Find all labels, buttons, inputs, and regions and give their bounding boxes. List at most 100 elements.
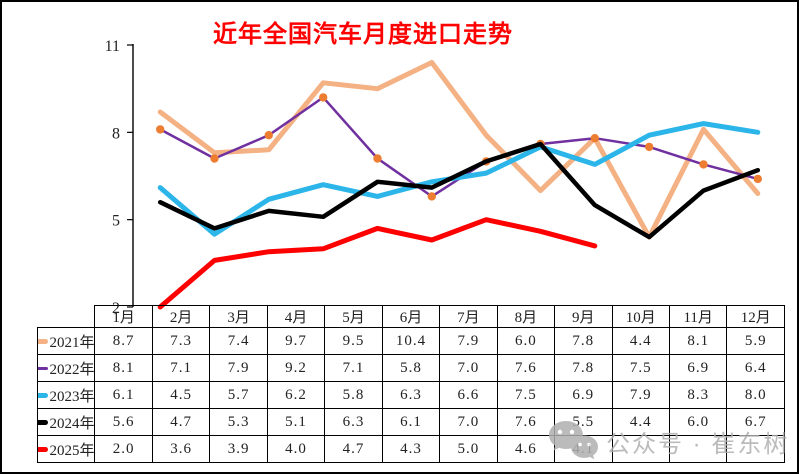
- chart-title: 近年全国汽车月度进口走势: [213, 21, 513, 48]
- table-cell: 7.9: [439, 327, 498, 355]
- month-header: 5月: [324, 305, 383, 328]
- legend-key-2022年: [38, 366, 49, 370]
- y-axis-label: 5: [112, 213, 120, 230]
- table-cell: 6.3: [381, 381, 441, 409]
- series-marker-2022年: [210, 154, 219, 163]
- table-cell: 6.7: [726, 408, 785, 436]
- legend-label: 2021年: [49, 334, 95, 351]
- month-header: 6月: [381, 305, 441, 328]
- series-line-2023年: [157, 121, 761, 237]
- table-cell: 8.1: [94, 354, 153, 382]
- series-marker-2022年: [590, 134, 599, 143]
- table-cell: 4.4: [611, 408, 670, 436]
- table-cell: 6.1: [94, 381, 153, 409]
- legend-label: 2022年: [49, 361, 95, 378]
- series-line-2025年: [157, 217, 598, 310]
- legend-key-2024年: [38, 419, 49, 425]
- table-cell: 7.0: [439, 408, 498, 436]
- table-row-2025年: 2025年 2.0 3.6 3.9 4.0 4.7 4.3 5.0 4.6 4.1: [36, 435, 785, 463]
- data-table: 1月 2月 3月 4月 5月 6月 7月 8月 9月 10月 11月 12月 2021年 8.7 7.3 7.…: [36, 305, 785, 463]
- month-header: 12月: [726, 305, 785, 328]
- legend-cell: 2021年: [36, 327, 96, 355]
- table-cell: [726, 435, 785, 463]
- month-header: 11月: [668, 305, 728, 328]
- table-cell: 6.9: [668, 354, 728, 382]
- table-cell: 4.5: [151, 381, 211, 409]
- table-cell: 4.0: [266, 435, 326, 463]
- table-cell: 4.4: [611, 327, 670, 355]
- table-cell: [611, 435, 670, 463]
- table-cell: 7.1: [151, 354, 211, 382]
- series-marker-2022年: [699, 160, 708, 169]
- table-cell: 7.5: [496, 381, 556, 409]
- table-cell: 2.0: [94, 435, 153, 463]
- table-cell: 6.0: [668, 408, 728, 436]
- series-line-2024年: [157, 141, 761, 240]
- legend-cell: 2025年: [36, 435, 96, 463]
- table-cell: 7.5: [611, 354, 670, 382]
- series-marker-2022年: [427, 192, 436, 201]
- table-cell: 7.3: [151, 327, 211, 355]
- table-cell: 6.4: [726, 354, 785, 382]
- table-cell: 7.4: [209, 327, 268, 355]
- table-cell: 8.3: [668, 381, 728, 409]
- table-cell: 5.5: [554, 408, 613, 436]
- series-marker-2022年: [753, 174, 762, 184]
- table-row-2022年: 2022年 8.1 7.1 7.9 9.2 7.1 5.8 7.0 7.6 7.8 7.5 6.9 6.…: [36, 354, 785, 382]
- table-cell: 4.7: [151, 408, 211, 436]
- table-cell: 10.4: [381, 327, 441, 355]
- series-marker-2022年: [645, 142, 654, 152]
- legend-key-2025年: [38, 446, 49, 452]
- legend-key-2023年: [38, 392, 49, 398]
- table-cell: 3.6: [151, 435, 211, 463]
- table-header-row: 1月 2月 3月 4月 5月 6月 7月 8月 9月 10月 11月 12月: [38, 305, 785, 328]
- series-marker-2022年: [264, 131, 273, 140]
- table-cell: 7.1: [324, 354, 383, 382]
- legend-key-2021年: [38, 338, 49, 344]
- table-cell: 5.1: [266, 408, 326, 436]
- table-cell: 5.7: [209, 381, 268, 409]
- table-cell: 5.8: [381, 354, 441, 382]
- table-row-2023年: 2023年 6.1 4.5 5.7 6.2 5.8 6.3 6.6 7.5 6.9 7.9 8.3 8.…: [36, 381, 785, 409]
- month-header: 7月: [439, 305, 498, 328]
- series-marker-2022年: [319, 93, 328, 102]
- table-cell: 8.1: [668, 327, 728, 355]
- table-cell: 5.6: [94, 408, 153, 436]
- table-cell: 4.7: [324, 435, 383, 463]
- y-axis-label: 11: [105, 38, 120, 55]
- legend-label: 2023年: [49, 388, 95, 405]
- table-row-2024年: 2024年 5.6 4.7 5.3 5.1 6.3 6.1 7.0 7.6 5.5 4.4 6.0 6.…: [36, 408, 785, 436]
- table-cell: 3.9: [209, 435, 268, 463]
- series-line-2021年: [157, 60, 761, 240]
- legend-cell: 2022年: [36, 354, 96, 382]
- table-cell: 7.9: [611, 381, 670, 409]
- table-corner-cell: [38, 306, 95, 328]
- legend-label: 2025年: [49, 442, 95, 459]
- month-header: 1月: [94, 305, 153, 328]
- month-header: 4月: [266, 305, 326, 328]
- table-cell: 9.5: [324, 327, 383, 355]
- table-cell: 7.8: [554, 327, 613, 355]
- table-cell: 7.9: [209, 354, 268, 382]
- y-axis-label: 8: [112, 125, 120, 142]
- table-cell: 7.8: [554, 354, 613, 382]
- table-cell: 8.7: [94, 327, 153, 355]
- table-cell: 6.6: [439, 381, 498, 409]
- table-cell: 5.3: [209, 408, 268, 436]
- table-cell: 7.6: [496, 408, 556, 436]
- month-header: 10月: [611, 305, 670, 328]
- table-cell: 5.9: [726, 327, 785, 355]
- table-cell: 6.1: [381, 408, 441, 436]
- series-marker-2022年: [373, 154, 382, 163]
- table-cell: 5.8: [324, 381, 383, 409]
- table-cell: 4.3: [381, 435, 441, 463]
- table-cell: 6.2: [266, 381, 326, 409]
- table-cell: 6.3: [324, 408, 383, 436]
- month-header: 8月: [496, 305, 556, 328]
- legend-cell: 2023年: [36, 381, 96, 409]
- series-marker-2022年: [156, 125, 165, 134]
- table-cell: 4.6: [496, 435, 556, 463]
- table-cell: 6.0: [496, 327, 556, 355]
- table-row-2021年: 2021年 8.7 7.3 7.4 9.7 9.5 10.4 7.9 6.0 7.8 4.4 8.1 5…: [36, 327, 785, 355]
